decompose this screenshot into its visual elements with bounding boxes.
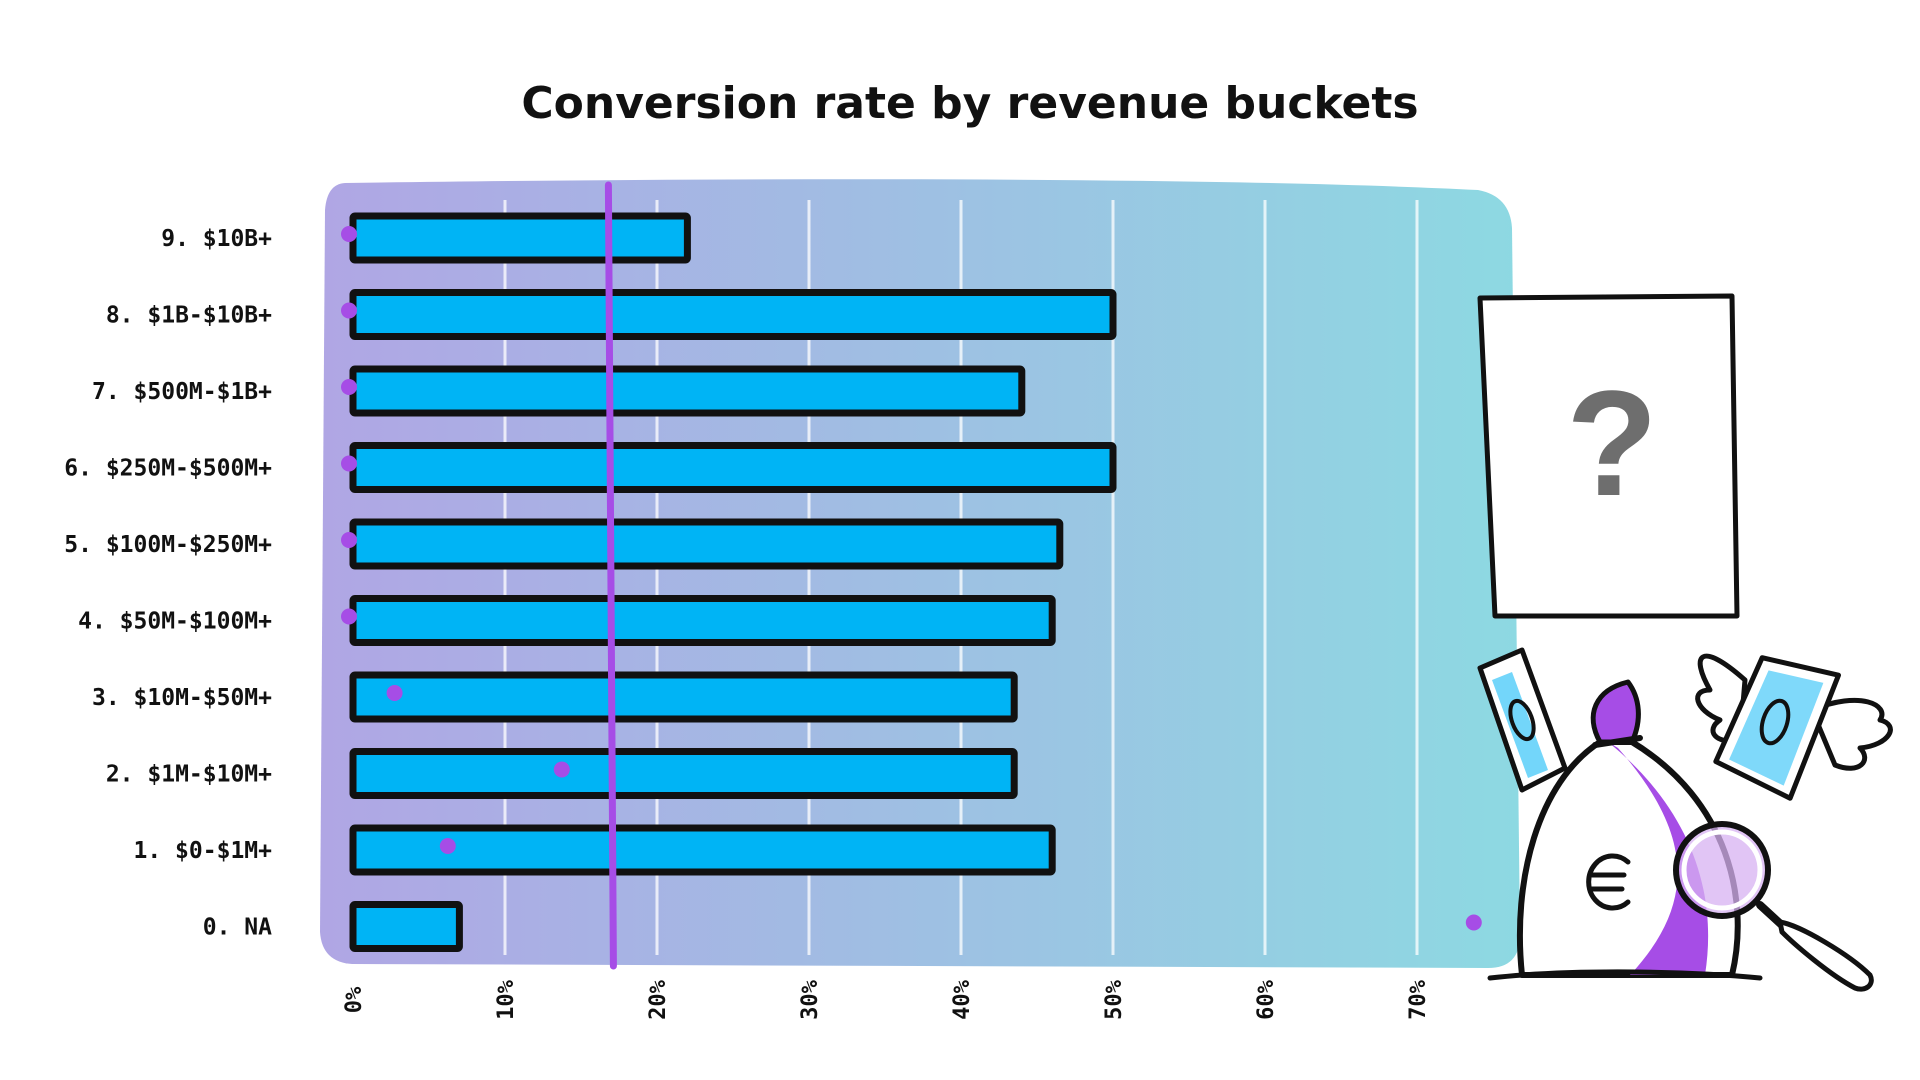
bar <box>349 901 463 952</box>
question-mark: ? <box>1566 359 1658 527</box>
marker-dot <box>386 685 403 701</box>
bar <box>349 442 1117 493</box>
chart-title: Conversion rate by revenue buckets <box>521 78 1418 129</box>
marker-dot <box>341 532 357 548</box>
marker-dot <box>341 379 357 395</box>
bar <box>349 595 1056 646</box>
y-category-label: 1. $0-$1M+ <box>134 838 273 864</box>
y-category-label: 2. $1M-$10M+ <box>106 762 272 788</box>
x-tick-label: 40% <box>950 979 975 1019</box>
winged-banknote-icon <box>1695 653 1893 801</box>
x-tick-label: 30% <box>798 979 823 1019</box>
magnifier-icon <box>1673 821 1874 992</box>
y-category-label: 4. $50M-$100M+ <box>78 609 272 635</box>
marker-dot <box>341 302 357 319</box>
marker-dot <box>341 226 357 242</box>
y-category-label: 8. $1B-$10B+ <box>106 303 272 329</box>
marker-dot <box>341 455 357 472</box>
money-bag-icon <box>1487 679 1763 981</box>
question-card-icon: ? <box>1477 293 1740 619</box>
y-category-label: 9. $10B+ <box>161 226 272 252</box>
y-category-label: 6. $250M-$500M+ <box>64 456 272 482</box>
marker-dot <box>341 608 357 625</box>
y-category-label: 3. $10M-$50M+ <box>92 685 272 711</box>
bar <box>349 748 1018 799</box>
marker-dot <box>553 761 570 778</box>
x-tick-label: 10% <box>494 979 519 1019</box>
x-tick-label: 70% <box>1406 979 1431 1019</box>
marker-dot <box>1465 914 1482 931</box>
bar <box>349 824 1056 876</box>
x-tick-label: 60% <box>1254 979 1279 1019</box>
banknote-icon <box>1477 647 1568 793</box>
y-category-label: 0. NA <box>203 915 272 941</box>
x-tick-label: 0% <box>342 986 367 1013</box>
marker-dot <box>439 838 456 854</box>
bar <box>349 671 1018 723</box>
x-tick-label: 20% <box>646 979 671 1019</box>
y-category-label: 5. $100M-$250M+ <box>64 532 272 558</box>
bar <box>349 289 1117 340</box>
y-category-label: 7. $500M-$1B+ <box>92 379 272 405</box>
bar <box>349 212 691 264</box>
x-tick-label: 50% <box>1102 979 1127 1019</box>
bar <box>349 518 1064 570</box>
bar <box>349 365 1026 417</box>
reference-line <box>604 181 617 970</box>
euro-icon <box>1586 853 1631 911</box>
